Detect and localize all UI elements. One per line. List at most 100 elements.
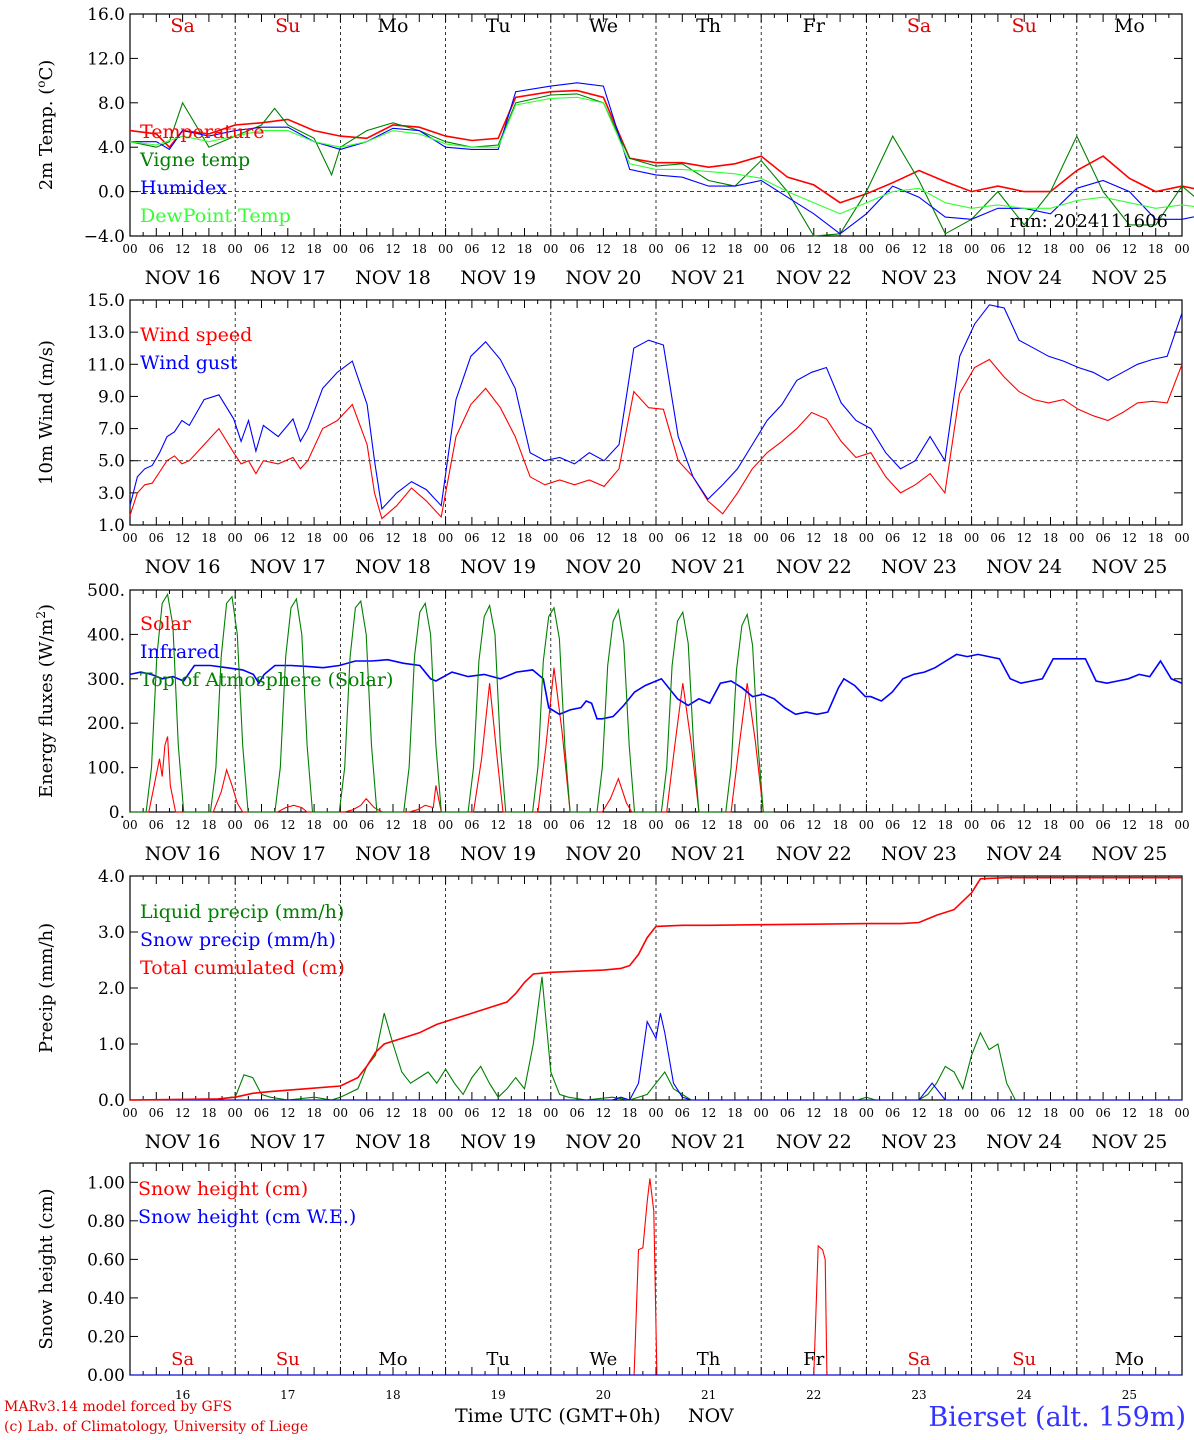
hour-tick-label: 06 bbox=[990, 818, 1005, 832]
hour-tick-label: 06 bbox=[569, 818, 584, 832]
hour-tick-label: 00 bbox=[543, 818, 558, 832]
hour-tick-label: 00 bbox=[859, 1106, 874, 1120]
legend-entry: Humidex bbox=[140, 177, 227, 199]
hour-tick-label: 18 bbox=[622, 531, 637, 545]
y-tick-label: 1.00 bbox=[87, 1173, 125, 1193]
date-label: NOV 24 bbox=[986, 1131, 1062, 1153]
y-tick-label: 9.0 bbox=[98, 387, 125, 407]
y-tick-label: 4.0 bbox=[98, 867, 125, 887]
legend-entry: Wind speed bbox=[140, 324, 252, 346]
date-label: NOV 18 bbox=[355, 267, 431, 289]
hour-tick-label: 12 bbox=[806, 1106, 821, 1120]
hour-tick-label: 00 bbox=[438, 531, 453, 545]
hour-tick-label: 12 bbox=[701, 818, 716, 832]
day-number-label: 19 bbox=[491, 1388, 506, 1400]
hour-tick-label: 06 bbox=[885, 531, 900, 545]
date-label: NOV 20 bbox=[565, 556, 641, 578]
date-label: NOV 16 bbox=[145, 267, 221, 289]
hour-tick-label: 00 bbox=[648, 1106, 663, 1120]
hour-tick-label: 06 bbox=[464, 1106, 479, 1120]
legend-entry: Wind gust bbox=[140, 352, 238, 374]
model-credit: MARv3.14 model forced by GFS bbox=[4, 1399, 233, 1415]
y-tick-label: 15.0 bbox=[87, 291, 125, 311]
hour-tick-label: 18 bbox=[727, 818, 742, 832]
hour-tick-label: 18 bbox=[1148, 242, 1163, 256]
hour-tick-label: 06 bbox=[149, 1106, 164, 1120]
hour-tick-label: 06 bbox=[569, 242, 584, 256]
hour-tick-label: 00 bbox=[1069, 242, 1084, 256]
hour-tick-label: 12 bbox=[701, 242, 716, 256]
hour-tick-label: 12 bbox=[491, 818, 506, 832]
hour-tick-label: 00 bbox=[859, 531, 874, 545]
hour-tick-label: 12 bbox=[1017, 531, 1032, 545]
hour-tick-label: 18 bbox=[412, 1106, 427, 1120]
hour-tick-label: 00 bbox=[1069, 1106, 1084, 1120]
hour-tick-label: 00 bbox=[648, 818, 663, 832]
hour-tick-label: 00 bbox=[1174, 531, 1189, 545]
hour-tick-label: 18 bbox=[1148, 1106, 1163, 1120]
date-label: NOV 16 bbox=[145, 556, 221, 578]
hour-tick-label: 12 bbox=[701, 1106, 716, 1120]
hour-tick-label: 18 bbox=[412, 818, 427, 832]
y-tick-label: 16.0 bbox=[87, 5, 125, 25]
hour-tick-label: 18 bbox=[938, 531, 953, 545]
hour-tick-label: 18 bbox=[306, 1106, 321, 1120]
hour-tick-label: 12 bbox=[385, 1106, 400, 1120]
hour-tick-label: 18 bbox=[832, 531, 847, 545]
series-line bbox=[129, 96, 1194, 215]
hour-tick-label: 06 bbox=[359, 1106, 374, 1120]
date-label: NOV 18 bbox=[355, 843, 431, 865]
date-label: NOV 25 bbox=[1091, 1131, 1167, 1153]
hour-tick-label: 00 bbox=[1174, 818, 1189, 832]
date-label: NOV 22 bbox=[776, 1131, 852, 1153]
series-line bbox=[130, 1178, 1182, 1376]
day-number-label: 25 bbox=[1122, 1388, 1137, 1400]
hour-tick-label: 12 bbox=[491, 1106, 506, 1120]
hour-tick-label: 00 bbox=[543, 1106, 558, 1120]
hour-tick-label: 18 bbox=[938, 242, 953, 256]
y-tick-label: 12.0 bbox=[87, 49, 125, 69]
weekday-label: Sa bbox=[170, 15, 194, 37]
y-tick-label: 0.40 bbox=[87, 1289, 125, 1309]
hour-tick-label: 00 bbox=[1174, 1106, 1189, 1120]
legend-entry: Top of Atmosphere (Solar) bbox=[140, 669, 393, 691]
y-axis-label: 10m Wind (m/s) bbox=[36, 340, 57, 485]
legend-entry: Solar bbox=[140, 613, 192, 635]
y-tick-label: 500. bbox=[87, 581, 125, 601]
date-label: NOV 18 bbox=[355, 1131, 431, 1153]
date-label: NOV 16 bbox=[145, 1131, 221, 1153]
y-tick-label: 1.0 bbox=[98, 516, 125, 536]
legend-entry: Liquid precip (mm/h) bbox=[140, 901, 344, 923]
hour-tick-label: 18 bbox=[938, 1106, 953, 1120]
hour-tick-label: 18 bbox=[727, 531, 742, 545]
legend-entry: Snow height (cm W.E.) bbox=[138, 1206, 356, 1228]
hour-tick-label: 06 bbox=[780, 1106, 795, 1120]
y-tick-label: 3.0 bbox=[98, 923, 125, 943]
weekday-label: Sa bbox=[907, 15, 931, 37]
weekday-label: Fr bbox=[803, 15, 826, 37]
hour-tick-label: 06 bbox=[675, 531, 690, 545]
hour-tick-label: 06 bbox=[254, 531, 269, 545]
hour-tick-label: 00 bbox=[1069, 531, 1084, 545]
y-tick-label: 0.80 bbox=[87, 1212, 125, 1232]
day-number-label: 20 bbox=[596, 1388, 611, 1400]
date-label: NOV 23 bbox=[881, 843, 957, 865]
date-label: NOV 20 bbox=[565, 267, 641, 289]
hour-tick-label: 00 bbox=[543, 531, 558, 545]
hour-tick-label: 12 bbox=[1122, 531, 1137, 545]
date-label: NOV 17 bbox=[250, 267, 326, 289]
day-number-label: 18 bbox=[385, 1388, 400, 1400]
hour-tick-label: 12 bbox=[596, 1106, 611, 1120]
hour-tick-label: 00 bbox=[754, 818, 769, 832]
weekday-label: Sa bbox=[171, 1349, 194, 1370]
weekday-label: Su bbox=[1012, 1349, 1036, 1370]
hour-tick-label: 06 bbox=[254, 242, 269, 256]
date-label: NOV 19 bbox=[460, 1131, 536, 1153]
y-tick-label: 0.20 bbox=[87, 1327, 125, 1347]
hour-tick-label: 12 bbox=[806, 818, 821, 832]
y-tick-label: −4.0 bbox=[84, 227, 125, 247]
hour-tick-label: 00 bbox=[438, 242, 453, 256]
y-tick-label: 1.0 bbox=[98, 1035, 125, 1055]
date-label: NOV 20 bbox=[565, 843, 641, 865]
hour-tick-label: 00 bbox=[438, 818, 453, 832]
